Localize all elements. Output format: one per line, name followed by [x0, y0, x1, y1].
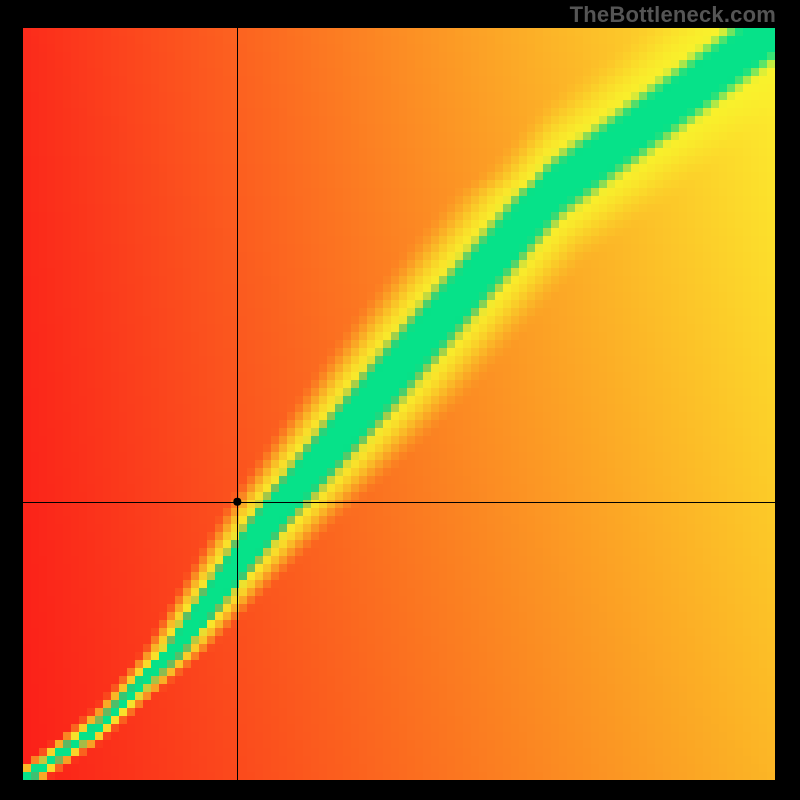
- bottleneck-heatmap: [0, 0, 800, 800]
- watermark-text: TheBottleneck.com: [570, 2, 776, 28]
